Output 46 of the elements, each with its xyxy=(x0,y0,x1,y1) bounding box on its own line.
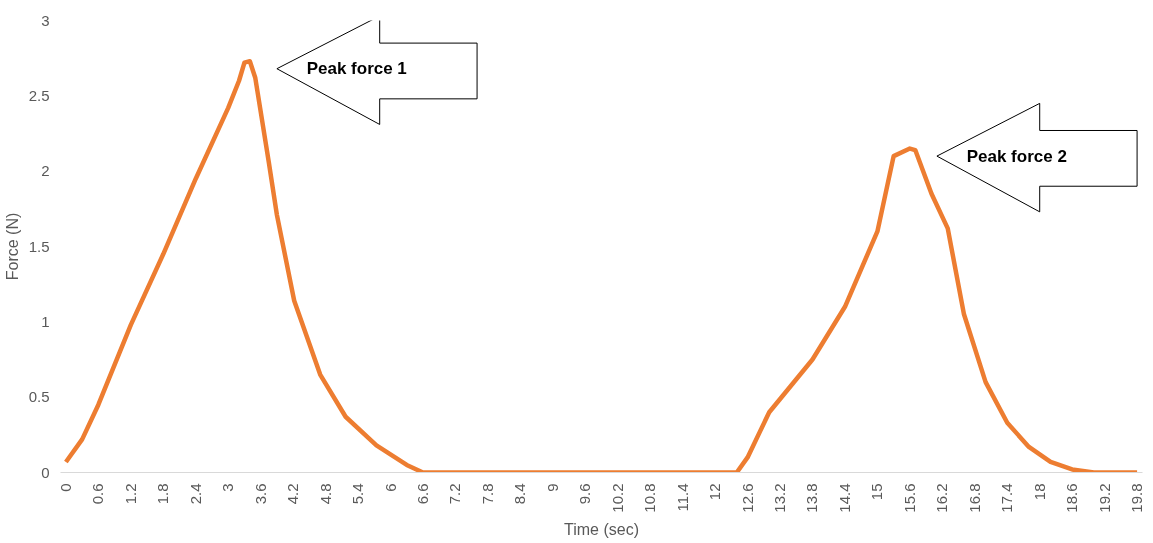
x-tick-label: 0 xyxy=(56,483,74,492)
x-tick-label: 7.8 xyxy=(478,483,496,505)
x-tick-label: 2.4 xyxy=(186,483,204,505)
x-tick-label: 14.4 xyxy=(835,483,853,513)
y-tick-label: 0.5 xyxy=(28,388,50,406)
x-tick-label: 19.2 xyxy=(1095,483,1113,513)
x-tick-label: 1.8 xyxy=(154,483,172,505)
x-tick-label: 8.4 xyxy=(511,483,529,505)
x-tick-label: 13.8 xyxy=(803,483,821,513)
x-tick-label: 12.6 xyxy=(738,483,756,513)
y-axis-title: Force (N) xyxy=(3,212,21,281)
y-tick-label: 2.5 xyxy=(28,86,50,104)
y-tick-label: 1 xyxy=(41,312,50,330)
x-tick-label: 7.2 xyxy=(446,483,464,505)
x-tick-label: 11.4 xyxy=(673,483,691,512)
x-tick-label: 1.2 xyxy=(121,483,139,505)
x-tick-label: 9.6 xyxy=(576,483,594,505)
x-tick-label: 0.6 xyxy=(89,483,107,505)
line-series xyxy=(63,58,1140,473)
x-tick-label: 12 xyxy=(706,483,724,501)
x-tick-label: 16.2 xyxy=(933,483,951,513)
y-tick-label: 2 xyxy=(41,162,50,180)
x-tick-label: 6 xyxy=(381,483,399,492)
x-tick-label: 17.4 xyxy=(998,483,1016,513)
x-tick-label: 3 xyxy=(219,483,237,492)
x-axis-title: Time (sec) xyxy=(564,520,639,538)
x-tick-label: 6.6 xyxy=(413,483,431,505)
x-tick-label: 3.6 xyxy=(251,483,269,505)
annotation: Peak force 1 xyxy=(306,59,407,79)
x-tick-label: 16.8 xyxy=(965,483,983,513)
x-tick-label: 18 xyxy=(1030,483,1048,501)
x-tick-label: 4.8 xyxy=(316,483,334,505)
x-tick-label: 5.4 xyxy=(349,483,367,505)
x-tick-label: 9 xyxy=(543,483,561,492)
y-tick-label: 1.5 xyxy=(28,237,50,255)
x-tick-label: 19.8 xyxy=(1128,483,1146,513)
x-tick-label: 10.8 xyxy=(641,483,659,513)
x-tick-label: 13.2 xyxy=(771,483,789,513)
x-tick-label: 18.6 xyxy=(1063,483,1081,513)
x-tick-label: 4.2 xyxy=(284,483,302,505)
x-tick-label: 10.2 xyxy=(608,483,626,513)
x-tick-label: 15.6 xyxy=(900,483,918,513)
y-tick-label: 0 xyxy=(41,463,50,481)
y-tick-label: 3 xyxy=(41,11,50,29)
x-tick-label: 15 xyxy=(868,483,886,501)
annotation: Peak force 2 xyxy=(966,146,1067,166)
